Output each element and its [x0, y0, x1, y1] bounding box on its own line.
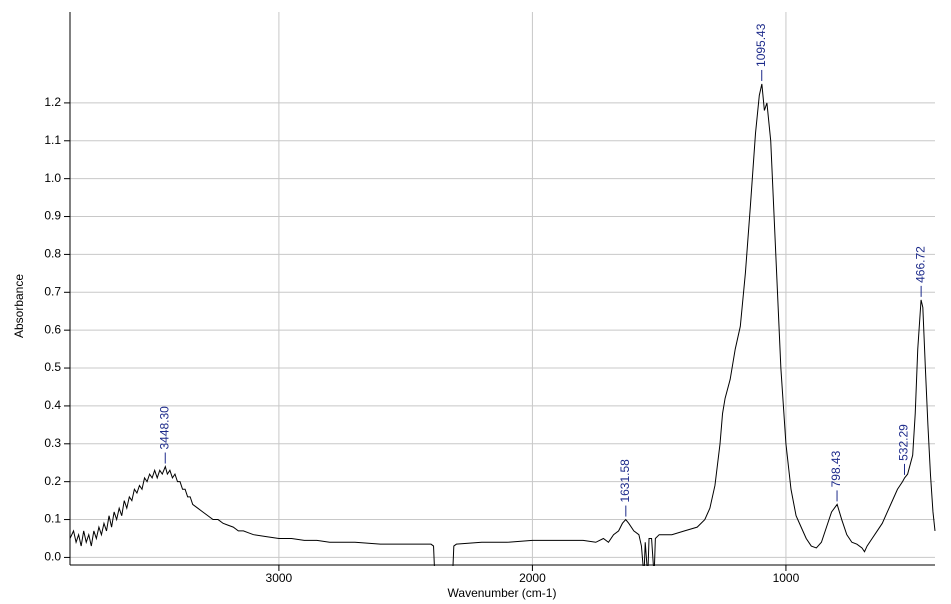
peak-label: 1631.58 [618, 459, 632, 503]
y-tick-label: 1.1 [44, 133, 61, 147]
x-tick-label: 2000 [519, 571, 546, 585]
y-axis-title: Absorbance [12, 274, 26, 338]
peak-label: 1095.43 [754, 23, 768, 67]
y-tick-label: 0.6 [44, 322, 61, 336]
x-tick-label: 1000 [773, 571, 800, 585]
peak-label: 532.29 [897, 424, 911, 461]
x-tick-label: 3000 [266, 571, 293, 585]
y-tick-label: 0.2 [44, 474, 61, 488]
y-tick-label: 1.0 [44, 171, 61, 185]
y-tick-label: 1.2 [44, 95, 61, 109]
y-tick-label: 0.3 [44, 436, 61, 450]
y-tick-label: 0.5 [44, 360, 61, 374]
y-tick-label: 0.0 [44, 550, 61, 564]
y-tick-label: 0.4 [44, 398, 61, 412]
peak-label: 798.43 [829, 450, 843, 487]
peak-label: 466.72 [913, 246, 927, 283]
x-axis-title: Wavenumber (cm-1) [448, 586, 557, 600]
y-tick-label: 0.1 [44, 512, 61, 526]
y-tick-label: 0.7 [44, 284, 61, 298]
y-tick-label: 0.9 [44, 209, 61, 223]
spectrum-line [70, 83, 936, 566]
peak-label: 3448.30 [157, 406, 171, 450]
y-tick-label: 0.8 [44, 247, 61, 261]
